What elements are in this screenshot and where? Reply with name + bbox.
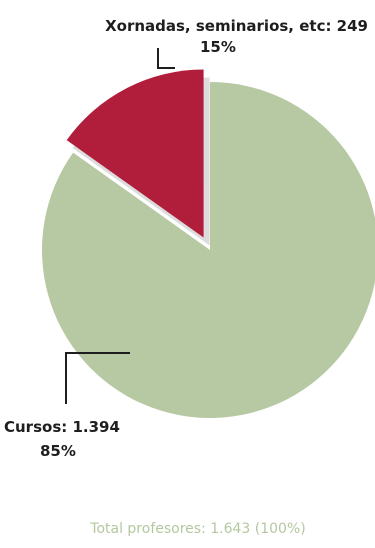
leader-line-xornadas [157, 48, 175, 69]
pie-slice-xornadas [66, 69, 204, 238]
slice-label-xornadas: Xornadas, seminarios, etc: 249 [105, 17, 368, 35]
leader-line-cursos [65, 352, 130, 404]
total-footer: Total profesores: 1.643 (100%) [89, 521, 305, 537]
pie-slice-cursos [42, 82, 375, 418]
percent-label-cursos: 85% [40, 442, 76, 460]
slice-label-cursos: Cursos: 1.394 [4, 418, 120, 436]
slice-layer [42, 69, 375, 418]
percent-label-xornadas: 15% [200, 38, 236, 56]
